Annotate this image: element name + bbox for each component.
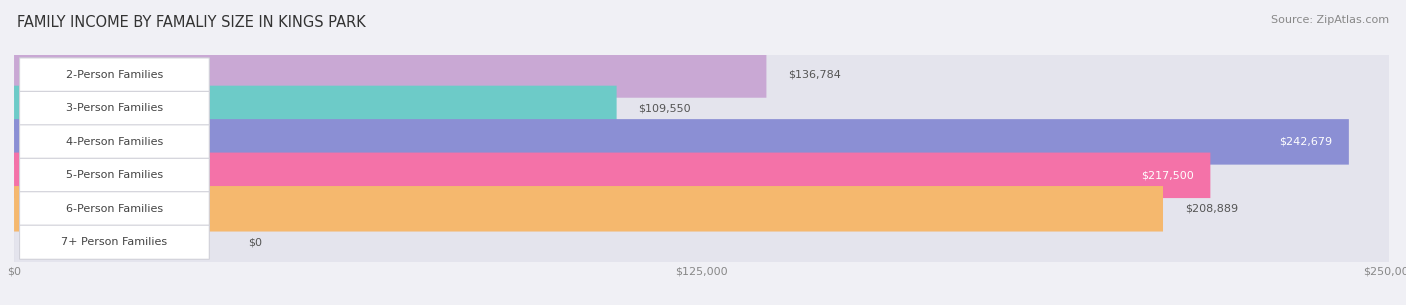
FancyBboxPatch shape xyxy=(20,92,209,125)
FancyBboxPatch shape xyxy=(14,119,1348,165)
Text: $217,500: $217,500 xyxy=(1142,170,1194,180)
FancyBboxPatch shape xyxy=(14,220,1389,265)
FancyBboxPatch shape xyxy=(20,58,209,92)
Text: FAMILY INCOME BY FAMALIY SIZE IN KINGS PARK: FAMILY INCOME BY FAMALIY SIZE IN KINGS P… xyxy=(17,15,366,30)
Text: $136,784: $136,784 xyxy=(789,70,841,80)
FancyBboxPatch shape xyxy=(14,52,766,98)
Text: 2-Person Families: 2-Person Families xyxy=(66,70,163,80)
FancyBboxPatch shape xyxy=(14,186,1163,231)
Text: $109,550: $109,550 xyxy=(638,103,692,113)
FancyBboxPatch shape xyxy=(14,152,1211,198)
FancyBboxPatch shape xyxy=(14,52,1389,98)
Text: 7+ Person Families: 7+ Person Families xyxy=(62,237,167,247)
Text: $0: $0 xyxy=(247,237,262,247)
Text: 6-Person Families: 6-Person Families xyxy=(66,204,163,214)
Text: Source: ZipAtlas.com: Source: ZipAtlas.com xyxy=(1271,15,1389,25)
FancyBboxPatch shape xyxy=(20,192,209,226)
FancyBboxPatch shape xyxy=(14,86,617,131)
Text: 3-Person Families: 3-Person Families xyxy=(66,103,163,113)
Text: $242,679: $242,679 xyxy=(1279,137,1333,147)
Text: 5-Person Families: 5-Person Families xyxy=(66,170,163,180)
FancyBboxPatch shape xyxy=(20,158,209,192)
FancyBboxPatch shape xyxy=(14,119,1389,165)
FancyBboxPatch shape xyxy=(20,125,209,159)
Text: 4-Person Families: 4-Person Families xyxy=(66,137,163,147)
FancyBboxPatch shape xyxy=(14,152,1389,198)
FancyBboxPatch shape xyxy=(20,225,209,259)
Text: $208,889: $208,889 xyxy=(1185,204,1239,214)
FancyBboxPatch shape xyxy=(14,86,1389,131)
FancyBboxPatch shape xyxy=(14,186,1389,231)
